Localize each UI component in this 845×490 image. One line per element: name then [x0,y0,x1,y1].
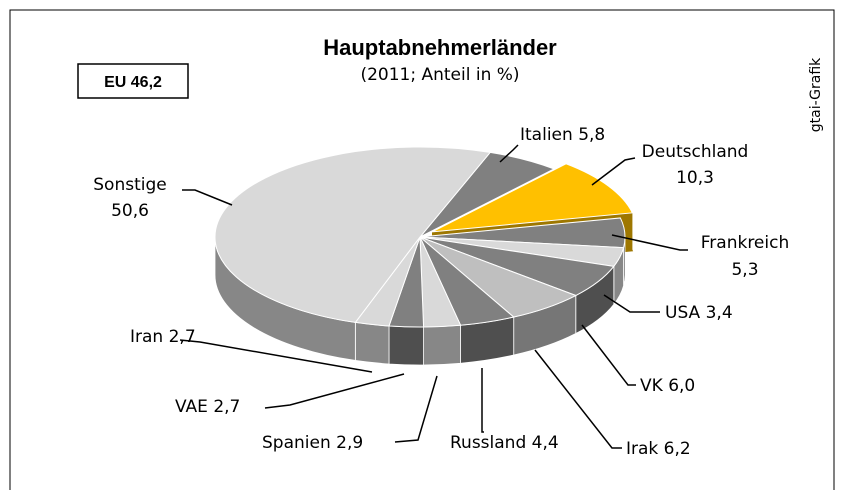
data-label: Sonstige [93,175,166,195]
leader-line [179,339,373,373]
data-label: Iran 2,7 [130,327,196,347]
slice [431,163,634,233]
leader-line [264,373,405,409]
data-label: 50,6 [111,201,149,221]
leader-line [581,324,636,386]
data-label: Spanien 2,9 [262,433,363,453]
data-labels: Italien 5,8 Deutschland 10,3 Frankreich … [93,125,789,459]
data-label: USA 3,4 [665,303,733,323]
leader-line [182,189,233,206]
data-label: 10,3 [676,168,714,188]
data-label: VAE 2,7 [175,397,240,417]
data-label: VK 6,0 [640,376,695,396]
slice-side [354,321,390,365]
data-label: Irak 6,2 [626,439,691,459]
leader-line [603,294,660,313]
leaders [179,144,688,449]
chart-title: Hauptabnehmerländer [323,35,557,60]
data-label: 5,3 [731,260,758,280]
source-label: gtai-Grafik [808,57,824,132]
eu-box [77,63,189,99]
leader-line [611,234,688,251]
leader-line [481,368,484,433]
leader-line [499,144,519,163]
data-label: Italien 5,8 [520,125,605,145]
leader-line [534,349,622,449]
data-label: Russland 4,4 [450,433,559,453]
pie [214,146,634,366]
eu-label: EU 46,2 [104,74,162,91]
data-label: Frankreich [701,233,790,253]
leader-line [394,375,438,443]
chart-subtitle: (2011; Anteil in %) [360,65,519,85]
slice-side [388,325,424,366]
data-label: Deutschland [642,142,749,162]
leader-line [591,157,636,186]
slice-side [423,324,461,366]
slice [214,146,492,323]
